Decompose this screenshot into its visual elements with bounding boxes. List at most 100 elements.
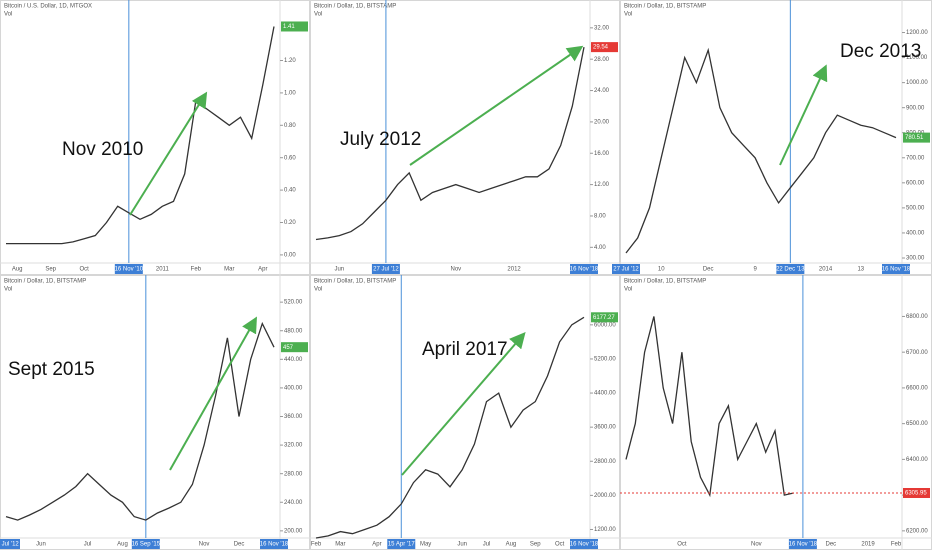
y-tick-label: 0.60 [284, 155, 296, 161]
y-tick-label: 480.00 [284, 328, 303, 334]
y-tick-label: 1200.00 [906, 30, 928, 36]
panel: Bitcoin / U.S. Dollar, 1D, MTGOX Vol 0.00 0… [0, 0, 310, 275]
y-tick-label: 0.80 [284, 123, 296, 129]
y-tick-label: 1.20 [284, 58, 296, 64]
y-tick-label: 6500.00 [906, 421, 928, 427]
x-tick-label: 16 Sep '15 [132, 542, 161, 548]
panel-frame [0, 0, 310, 275]
x-tick-label: 2012 [507, 267, 521, 273]
x-tick-label: Aug [117, 542, 128, 548]
panel: Bitcoin / Dollar, 1D, BITSTAMP Vol 300.00 4… [612, 0, 932, 275]
date-box [612, 264, 640, 274]
y-tick-label: 500.00 [906, 205, 925, 211]
date-box [131, 539, 160, 549]
date-box [788, 539, 817, 549]
annotation: Dec 2013 [840, 41, 921, 62]
date-box [114, 264, 143, 274]
x-tick-label: Oct [555, 542, 565, 548]
trend-arrow [169, 316, 257, 471]
price-line [5, 321, 275, 521]
x-tick-label: 27 Jul '12 [613, 267, 639, 273]
annotation: Nov 2010 [62, 139, 143, 160]
y-tick-label: 3600.00 [594, 425, 616, 431]
y-tick-label: 700.00 [906, 155, 925, 161]
y-tick-label: 6000.00 [594, 322, 616, 328]
y-tick-label: 4400.00 [594, 391, 616, 397]
x-tick-label: Apr [372, 542, 381, 548]
x-tick-label: Feb [191, 267, 202, 273]
x-tick-label: 27 Jul '12 [373, 267, 399, 273]
y-tick-label: 6200.00 [906, 528, 928, 534]
x-tick-label: 13 [857, 267, 864, 273]
x-tick-label: Oct [79, 267, 89, 273]
date-box [0, 539, 20, 549]
y-tick-label: 0.40 [284, 188, 296, 194]
annotation: July 2012 [340, 129, 421, 150]
volume-label: Vol [4, 287, 12, 293]
x-tick-label: Apr [258, 267, 267, 273]
x-tick-label: 16 Nov '18 [570, 542, 599, 548]
panel: Bitcoin / Dollar, 1D, BITSTAMP Vol 1200.00… [310, 275, 620, 550]
x-tick-label: 15 Apr '17 [388, 542, 415, 548]
x-tick-label: Oct [677, 542, 687, 548]
x-tick-label: 2011 [156, 267, 170, 273]
x-tick-label: Sep [530, 542, 541, 548]
date-box [882, 264, 910, 274]
date-box [570, 539, 598, 549]
y-tick-label: 32.00 [594, 25, 610, 31]
price-label: 780.51 [905, 135, 924, 141]
x-tick-label: Jun [457, 542, 467, 548]
price-label: 457 [283, 345, 294, 351]
x-tick-label: Nov [450, 267, 461, 273]
y-tick-label: 6600.00 [906, 385, 928, 391]
price-label: 1.41 [283, 24, 295, 30]
price-label: 29.54 [593, 45, 609, 51]
price-label: 6177.27 [593, 315, 615, 321]
y-tick-label: 1000.00 [906, 80, 928, 86]
x-tick-label: 2014 [819, 267, 833, 273]
date-box [776, 264, 805, 274]
y-tick-label: 8.00 [594, 214, 606, 220]
y-tick-label: 24.00 [594, 88, 610, 94]
price-line [6, 26, 275, 245]
panel-title: Bitcoin / Dollar, 1D, BITSTAMP [4, 279, 86, 285]
x-tick-label: Jun [36, 542, 46, 548]
price-line [315, 46, 585, 241]
price-box [591, 42, 618, 53]
x-tick-label: 10 [658, 267, 665, 273]
y-tick-label: 0.00 [284, 252, 296, 258]
x-tick-label: Feb [891, 542, 902, 548]
y-tick-label: 6700.00 [906, 350, 928, 356]
x-tick-label: 9 [753, 267, 757, 273]
panel-title: Bitcoin / Dollar, 1D, BITSTAMP [314, 279, 396, 285]
y-tick-label: 240.00 [284, 500, 303, 506]
panel: Bitcoin / Dollar, 1D, BITSTAMP Vol 200.00 2… [0, 275, 310, 550]
y-tick-label: 6800.00 [906, 314, 928, 320]
x-tick-label: 22 Dec '13 [776, 267, 805, 273]
y-tick-label: 300.00 [906, 256, 925, 262]
y-tick-label: 280.00 [284, 471, 303, 477]
volume-label: Vol [4, 12, 12, 18]
trend-arrow [409, 45, 584, 166]
price-box [281, 21, 308, 32]
x-tick-label: May [420, 542, 431, 548]
annotation: Sept 2015 [8, 359, 95, 380]
y-tick-label: 12.00 [594, 182, 610, 188]
annotation: April 2017 [422, 339, 508, 360]
y-tick-label: 28.00 [594, 57, 610, 63]
y-tick-label: 1200.00 [594, 527, 616, 533]
price-box [903, 487, 930, 498]
volume-label: Vol [314, 12, 322, 18]
y-tick-label: 200.00 [284, 528, 303, 534]
y-tick-label: 600.00 [906, 180, 925, 186]
x-tick-label: Dec [234, 542, 245, 548]
price-line [315, 316, 585, 539]
y-tick-label: 440.00 [284, 357, 303, 363]
x-tick-label: Sep [45, 267, 56, 273]
y-tick-label: 1.00 [284, 90, 296, 96]
date-box [570, 264, 598, 274]
y-tick-label: 900.00 [906, 105, 925, 111]
panel-title: Bitcoin / U.S. Dollar, 1D, MTGOX [4, 4, 92, 10]
trend-arrow [401, 331, 526, 476]
panel-frame [620, 0, 932, 275]
